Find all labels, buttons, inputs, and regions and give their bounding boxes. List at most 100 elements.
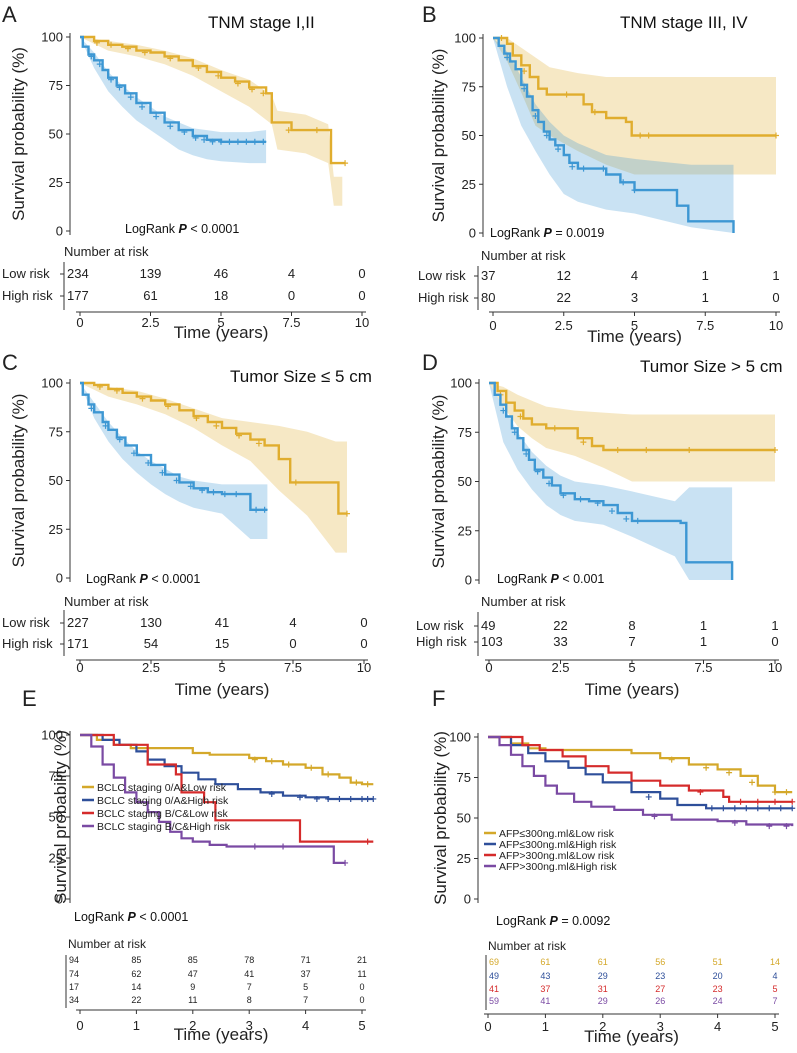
- chart-title: Tumor Size ≤ 5 cm: [230, 367, 372, 386]
- logrank-value: = 0.0092: [558, 914, 611, 928]
- risk-count: 1: [772, 268, 779, 283]
- x-tick-label: 0: [485, 660, 492, 675]
- censor-mark: [772, 789, 778, 796]
- risk-count: 7: [628, 634, 635, 649]
- censor-mark: [192, 134, 199, 141]
- x-tick-label: 2.5: [142, 660, 160, 675]
- x-tick-label: 0: [76, 315, 83, 330]
- risk-count: 41: [489, 984, 499, 994]
- censor-mark: [165, 403, 172, 410]
- censor-mark: [546, 480, 553, 487]
- x-tick-label: 2: [599, 1019, 606, 1034]
- censor-mark: [213, 422, 220, 429]
- censor-mark: [260, 138, 267, 145]
- logrank-p: P: [140, 572, 149, 586]
- risk-table-title: Number at risk: [488, 939, 567, 953]
- censor-mark: [555, 146, 562, 153]
- risk-count: 41: [540, 996, 550, 1006]
- confidence-band: [489, 383, 775, 482]
- logrank-text: LogRank P < 0.0001: [125, 222, 239, 236]
- risk-count: 3: [631, 290, 638, 305]
- censor-mark: [651, 813, 658, 820]
- logrank-value: < 0.0001: [187, 222, 240, 236]
- panel-label: D: [422, 350, 438, 375]
- censor-mark: [234, 80, 241, 87]
- censor-mark: [127, 94, 134, 101]
- x-tick-label: 1: [542, 1019, 549, 1034]
- risk-count: 0: [771, 634, 778, 649]
- censor-mark: [608, 508, 615, 515]
- censor-mark: [108, 76, 115, 83]
- censor-mark: [313, 795, 320, 802]
- censor-mark: [116, 436, 123, 443]
- x-tick-label: 7.5: [282, 315, 300, 330]
- risk-count: 85: [131, 955, 141, 965]
- censor-mark: [313, 127, 320, 134]
- x-tick-label: 7.5: [696, 318, 714, 333]
- censor-mark: [193, 415, 200, 422]
- survival-curve: [493, 36, 776, 137]
- censor-mark: [139, 395, 146, 402]
- risk-count: 12: [557, 268, 571, 283]
- censor-mark: [364, 795, 371, 802]
- risk-count: 11: [188, 995, 197, 1005]
- y-tick-label: 0: [465, 573, 472, 588]
- x-tick-label: 0: [484, 1019, 491, 1034]
- panel-label: E: [22, 686, 37, 711]
- censor-mark: [325, 795, 332, 802]
- logrank-text: LogRank P < 0.0001: [74, 910, 188, 924]
- y-axis-title: Survival probability (%): [429, 49, 448, 223]
- y-axis-title: Survival probability (%): [51, 730, 70, 904]
- logrank-value: = 0.0019: [552, 226, 605, 240]
- y-tick-label: 75: [49, 769, 63, 784]
- y-tick-label: 50: [49, 127, 63, 142]
- censor-mark: [645, 793, 652, 800]
- survival-curve: [489, 381, 775, 452]
- risk-count: 22: [557, 290, 571, 305]
- y-tick-label: 75: [462, 79, 476, 94]
- censor-mark: [569, 163, 576, 170]
- y-tick-label: 0: [469, 226, 476, 241]
- risk-count: 7: [247, 982, 252, 992]
- censor-mark: [591, 109, 598, 116]
- censor-mark: [113, 387, 120, 394]
- censor-mark: [251, 756, 258, 763]
- confidence-band: [493, 38, 776, 175]
- censor-mark: [296, 794, 303, 801]
- censor-mark: [141, 49, 148, 56]
- risk-count: 1: [700, 634, 707, 649]
- censor-mark: [766, 823, 773, 830]
- censor-mark: [343, 510, 350, 517]
- risk-table-title: Number at risk: [64, 594, 149, 609]
- censor-mark: [342, 160, 349, 167]
- risk-count: 227: [67, 615, 89, 630]
- censor-mark: [195, 65, 202, 72]
- logrank-text: LogRank P = 0.0019: [490, 226, 604, 240]
- survival-curve: [488, 735, 793, 803]
- censor-mark: [253, 506, 260, 513]
- censor-mark: [353, 779, 360, 786]
- censor-mark: [359, 795, 365, 802]
- risk-count: 27: [655, 984, 665, 994]
- risk-count: 130: [140, 615, 162, 630]
- censor-mark: [783, 823, 790, 830]
- logrank-p: P: [128, 910, 137, 924]
- y-tick-label: 75: [457, 770, 471, 785]
- censor-mark: [93, 39, 100, 46]
- x-tick-label: 5: [771, 1019, 778, 1034]
- risk-count: 1: [702, 290, 709, 305]
- censor-mark: [181, 129, 188, 136]
- confidence-band: [80, 383, 347, 553]
- censor-mark: [233, 491, 240, 498]
- risk-count: 7: [772, 996, 777, 1006]
- censor-mark: [614, 446, 621, 453]
- censor-mark: [226, 138, 233, 145]
- risk-count: 80: [481, 290, 495, 305]
- risk-count: 103: [481, 634, 503, 649]
- censor-mark: [215, 72, 222, 79]
- y-tick-label: 100: [449, 730, 471, 745]
- censor-mark: [268, 791, 275, 798]
- confidence-band: [489, 383, 733, 580]
